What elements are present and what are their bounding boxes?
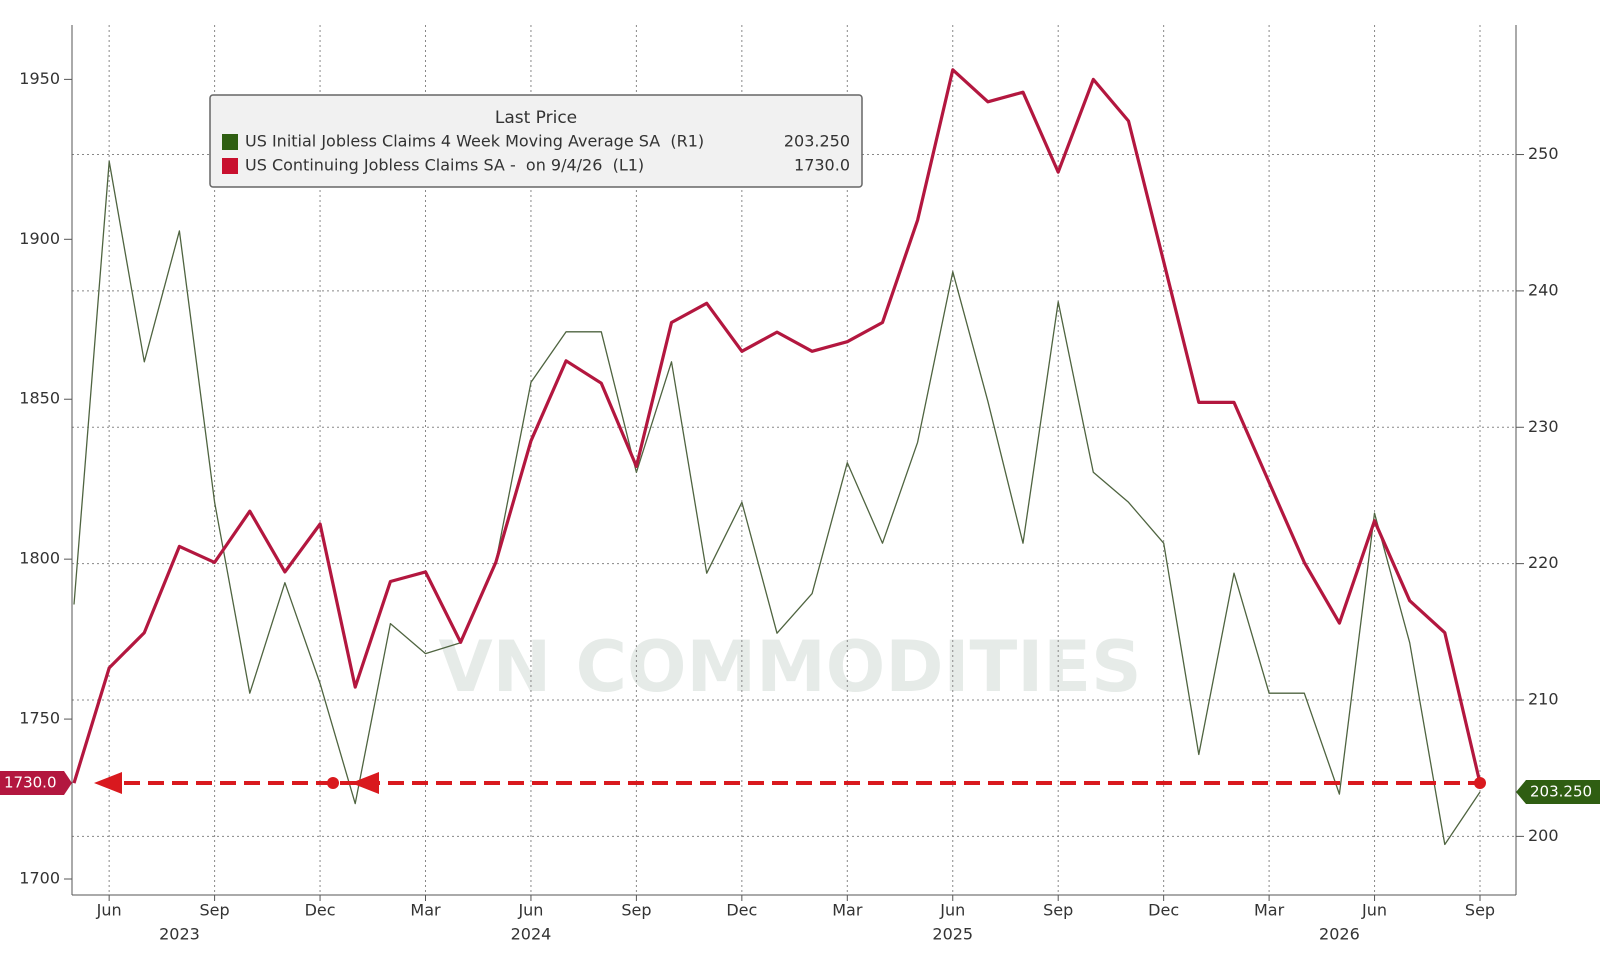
y-tick-label: 1800 [19, 549, 60, 568]
x-tick-label: Mar [410, 901, 441, 920]
x-tick-label: Dec [726, 901, 757, 920]
year-label: 2025 [932, 925, 973, 944]
series-line [72, 68, 1482, 784]
x-tick-label: Sep [1043, 901, 1073, 920]
x-tick-label: Jun [517, 901, 543, 920]
y2-tick-label: 200 [1528, 826, 1559, 845]
x-tick-label: Dec [1148, 901, 1179, 920]
reference-dot [327, 777, 339, 790]
last-tag-label: 203.250 [1530, 783, 1592, 801]
x-tick-label: Sep [1465, 901, 1495, 920]
y2-tick-label: 250 [1528, 144, 1559, 163]
x-tick-label: Dec [305, 901, 336, 920]
legend-label: US Initial Jobless Claims 4 Week Moving … [245, 132, 704, 151]
legend-swatch [222, 134, 238, 150]
last-tag [1516, 780, 1600, 805]
y2-tick-label: 210 [1528, 690, 1559, 709]
year-label: 2024 [511, 925, 552, 944]
legend-title: Last Price [495, 108, 577, 128]
x-tick-label: Mar [1254, 901, 1285, 920]
reference-dot [1474, 777, 1486, 790]
y-tick-label: 1900 [19, 229, 60, 248]
y-tick-label: 1950 [19, 69, 60, 88]
x-tick-label: Jun [1361, 901, 1387, 920]
y-tick-label: 1700 [19, 869, 60, 888]
last-tag-label: 1730.0 [4, 774, 57, 792]
legend-value: 1730.0 [794, 156, 850, 175]
legend-box [209, 94, 863, 188]
year-label: 2026 [1319, 925, 1360, 944]
last-tag [0, 771, 72, 796]
x-tick-label: Jun [96, 901, 122, 920]
x-tick-label: Jun [939, 901, 965, 920]
legend: Last Price US Initial Jobless Claims 4 We… [209, 94, 863, 188]
y-tick-label: 1850 [19, 389, 60, 408]
x-tick-label: Sep [621, 901, 651, 920]
y2-tick-label: 220 [1528, 553, 1559, 572]
y-tick-label: 1750 [19, 709, 60, 728]
y2-tick-label: 240 [1528, 280, 1559, 299]
legend-label: US Continuing Jobless Claims SA - on 9/4… [245, 156, 644, 175]
watermark: VN COMMODITIES [438, 626, 1141, 708]
x-tick-label: Sep [200, 901, 230, 920]
legend-value: 203.250 [784, 132, 850, 151]
year-label: 2023 [159, 925, 200, 944]
x-tick-label: Mar [832, 901, 863, 920]
arrow-head [94, 772, 122, 795]
series-line [73, 160, 1481, 846]
y2-tick-label: 230 [1528, 417, 1559, 436]
arrow-head [351, 772, 379, 795]
legend-swatch [222, 158, 238, 174]
